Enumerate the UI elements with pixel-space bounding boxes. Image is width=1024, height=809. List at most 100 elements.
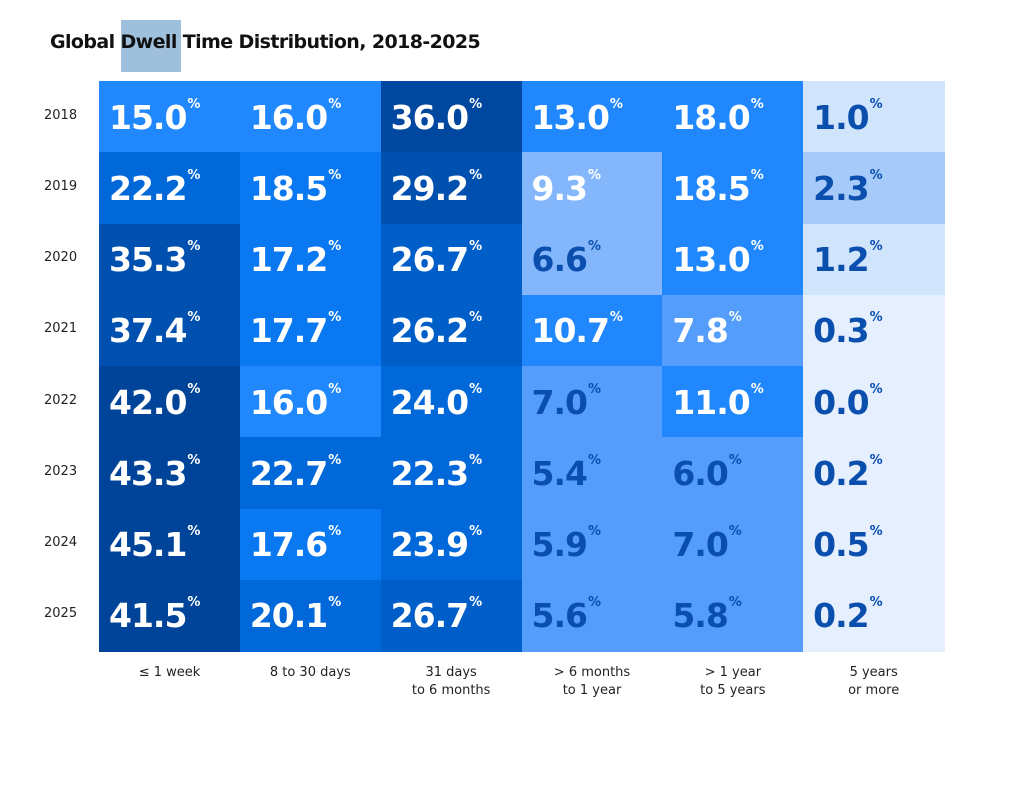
title-part: Global <box>50 31 121 53</box>
cell-value-label: 0.5 <box>813 525 869 564</box>
cell-value-label: 22.7 <box>249 453 328 493</box>
percent-sign: % <box>469 239 483 254</box>
percent-sign: % <box>328 524 342 539</box>
heatmap-cell: 11.0% <box>662 366 805 438</box>
percent-sign: % <box>728 524 742 539</box>
cell-value-label: 17.2 <box>249 240 328 279</box>
percent-sign: % <box>609 310 623 326</box>
heatmap-cell: 18.5% <box>239 152 382 225</box>
percent-sign: % <box>869 167 883 183</box>
percent-sign: % <box>728 452 742 468</box>
row-label: 2023 <box>44 463 78 479</box>
heatmap-cell: 20.1% <box>239 579 382 652</box>
cell-value-label: 7.0 <box>672 525 728 564</box>
cell-value-label: 36.0 <box>390 97 469 137</box>
heatmap-cell: 37.4% <box>99 294 241 367</box>
heatmap-cell: 36.0% <box>380 81 523 153</box>
heatmap-cell: 1.2% <box>803 223 946 296</box>
percent-sign: % <box>869 524 883 539</box>
heatmap-cell: 16.0% <box>239 81 382 153</box>
cell-value-label: 22.2 <box>109 168 187 208</box>
percent-sign: % <box>328 310 342 326</box>
percent-sign: % <box>469 310 483 326</box>
cell-value-label: 43.3 <box>109 453 187 493</box>
cell-value-label: 5.4 <box>531 453 588 493</box>
percent-sign: % <box>869 381 883 397</box>
heatmap-cell: 42.0% <box>99 366 241 438</box>
heatmap-cell: 35.3% <box>99 223 241 296</box>
heatmap-cell: 0.0% <box>803 366 946 438</box>
heatmap-cell: 26.2% <box>380 294 523 367</box>
percent-sign: % <box>187 310 201 326</box>
cell-value-label: 17.7 <box>249 311 328 351</box>
heatmap-cell: 13.0% <box>662 223 805 296</box>
title-part: Time Distribution, 2018-2025 <box>176 31 481 53</box>
percent-sign: % <box>587 524 601 539</box>
cell-value-label: 20.1 <box>249 596 328 636</box>
heatmap-cell: 6.0% <box>662 437 805 510</box>
column-label: ≤ 1 week <box>138 665 201 680</box>
percent-sign: % <box>587 381 601 397</box>
heatmap-cell: 5.8% <box>662 579 805 652</box>
heatmap-cell: 43.3% <box>99 437 241 510</box>
heatmap-cell: 24.0% <box>380 366 523 438</box>
percent-sign: % <box>750 239 764 254</box>
heatmap-grid: 15.0% 16.0% 36.0% 13.0% 18.0% 1.0% 22.2% 18.5% 2… <box>99 81 946 652</box>
percent-sign: % <box>469 96 483 112</box>
cell-value-label: 18.5 <box>249 168 328 208</box>
heatmap-cell: 22.7% <box>239 437 382 510</box>
heatmap-cell: 18.5% <box>662 152 805 225</box>
heatmap-cell: 1.0% <box>803 81 946 153</box>
heatmap-cell: 17.7% <box>239 294 382 367</box>
heatmap-cell: 0.5% <box>803 508 946 581</box>
row-label: 2022 <box>44 392 78 408</box>
percent-sign: % <box>609 96 623 112</box>
percent-sign: % <box>469 381 483 397</box>
percent-sign: % <box>750 96 764 112</box>
heatmap-cell: 0.2% <box>803 437 946 510</box>
heatmap-cell: 5.4% <box>521 437 664 510</box>
percent-sign: % <box>328 452 342 468</box>
percent-sign: % <box>869 239 883 254</box>
percent-sign: % <box>869 595 883 611</box>
percent-sign: % <box>587 595 601 611</box>
percent-sign: % <box>187 524 201 539</box>
heatmap-cell: 7.0% <box>662 508 805 581</box>
cell-value-label: 22.3 <box>390 453 469 493</box>
cell-value-label: 45.1 <box>109 525 187 564</box>
cell-value-label: 26.2 <box>390 311 469 351</box>
cell-value-label: 7.0 <box>531 382 588 422</box>
percent-sign: % <box>187 96 201 112</box>
percent-sign: % <box>328 381 342 397</box>
percent-sign: % <box>469 524 483 539</box>
column-label: 31 days to 6 months <box>411 665 491 698</box>
heatmap-cell: 26.7% <box>380 579 523 652</box>
cell-value-label: 10.7 <box>531 311 610 351</box>
heatmap-cell: 7.0% <box>521 366 664 438</box>
cell-value-label: 1.0 <box>813 97 869 137</box>
cell-value-label: 29.2 <box>390 168 469 208</box>
heatmap-cell: 17.2% <box>239 223 382 296</box>
percent-sign: % <box>187 452 201 468</box>
cell-value-label: 18.0 <box>672 97 750 137</box>
cell-value-label: 0.2 <box>813 453 869 493</box>
heatmap-cell: 26.7% <box>380 223 523 296</box>
heatmap-cell: 13.0% <box>521 81 664 153</box>
percent-sign: % <box>728 595 742 611</box>
percent-sign: % <box>750 167 764 183</box>
percent-sign: % <box>187 381 201 397</box>
percent-sign: % <box>469 595 483 611</box>
cell-value-label: 41.5 <box>109 596 187 636</box>
cell-value-label: 13.0 <box>531 97 610 137</box>
cell-value-label: 7.8 <box>672 311 728 351</box>
heatmap-cell: 23.9% <box>380 508 523 581</box>
heatmap-cell: 15.0% <box>99 81 241 153</box>
column-label: > 1 year to 5 years <box>700 665 766 698</box>
title-highlight <box>121 20 181 72</box>
cell-value-label: 13.0 <box>672 240 750 279</box>
row-label: 2020 <box>44 250 78 266</box>
heatmap-cell: 45.1% <box>99 508 241 581</box>
title-highlighted-word: Dwell <box>120 31 178 53</box>
cell-value-label: 15.0 <box>109 97 187 137</box>
cell-value-label: 5.8 <box>672 596 728 636</box>
